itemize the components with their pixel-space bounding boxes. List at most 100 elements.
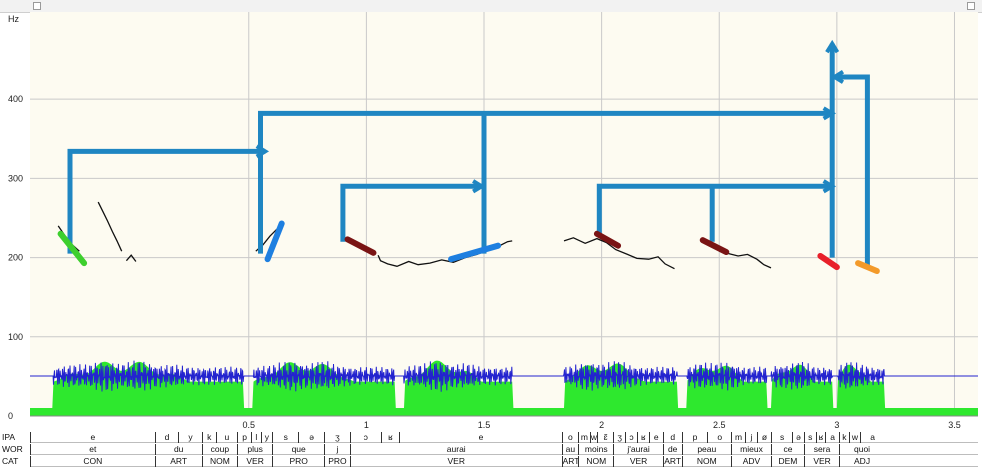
ipa-cell[interactable]: m xyxy=(578,432,590,443)
ipa-cell[interactable]: ʁ xyxy=(815,432,825,443)
cat-cell[interactable]: VER xyxy=(349,456,562,467)
wor-cell[interactable]: coup xyxy=(201,444,237,455)
tier-row-cat[interactable]: CON ART NOM VER PRO PRO VER ART NOM VER ART NOM ADV D… xyxy=(30,456,978,467)
ipa-cell[interactable]: a xyxy=(825,432,839,443)
ipa-cell[interactable]: ə xyxy=(298,432,324,443)
cat-cell[interactable]: VER xyxy=(237,456,272,467)
annotation-arrow xyxy=(340,183,482,242)
cat-cell[interactable]: CON xyxy=(30,456,155,467)
ipa-cell[interactable]: ø xyxy=(756,432,771,443)
ipa-cell[interactable]: u xyxy=(215,432,237,443)
annotation-arrow xyxy=(834,74,870,266)
x-tick-label: 1 xyxy=(364,420,369,430)
stylized-segment-orange xyxy=(855,260,880,275)
ipa-cell[interactable]: o xyxy=(561,432,578,443)
ipa-cell[interactable]: e xyxy=(648,432,663,443)
cat-cell[interactable]: ART xyxy=(662,456,682,467)
cat-cell[interactable]: ART xyxy=(561,456,579,467)
ipa-cell[interactable]: s xyxy=(803,432,816,443)
ipa-cell[interactable]: m xyxy=(731,432,745,443)
tier-label-ipa: IPA xyxy=(2,432,16,442)
ipa-cell[interactable]: d xyxy=(154,432,179,443)
pitch-analysis-plot: Hz 400 300 200 100 0 0.5 1 1.5 2 2.5 3 3.5 xyxy=(8,12,978,430)
ipa-cell[interactable]: a xyxy=(860,432,884,443)
speech-waveform xyxy=(30,360,978,392)
wor-cell[interactable]: de xyxy=(662,444,682,455)
ipa-cell[interactable]: p xyxy=(237,432,251,443)
y-tick-label: 0 xyxy=(8,411,13,421)
ipa-cell[interactable]: ə xyxy=(792,432,804,443)
f0-curve xyxy=(125,254,137,262)
annotation-arrow xyxy=(596,183,833,234)
wor-cell[interactable]: au xyxy=(561,444,578,455)
ipa-cell[interactable]: e xyxy=(30,432,155,443)
stylized-segment-green xyxy=(57,230,88,267)
wor-cell[interactable]: du xyxy=(154,444,202,455)
scroll-start-handle[interactable] xyxy=(33,2,41,10)
x-tick-label: 3 xyxy=(834,420,839,430)
cat-cell[interactable]: ART xyxy=(154,456,202,467)
ipa-cell[interactable]: o xyxy=(707,432,731,443)
ipa-cell[interactable]: s xyxy=(770,432,792,443)
wor-cell[interactable]: ce xyxy=(770,444,804,455)
ipa-cell[interactable]: ɔ xyxy=(349,432,381,443)
ipa-cell[interactable]: ʒ xyxy=(324,432,350,443)
ipa-cell[interactable]: ɛ̃ xyxy=(596,432,613,443)
ipa-cell[interactable]: s xyxy=(272,432,298,443)
ipa-cell[interactable]: ʒ xyxy=(613,432,625,443)
stylized-segment-darkred xyxy=(699,237,730,256)
wor-cell[interactable]: moins xyxy=(578,444,613,455)
stylized-segment-darkred xyxy=(344,236,377,256)
wor-cell[interactable]: et xyxy=(30,444,155,455)
x-tick-label: 1.5 xyxy=(478,420,491,430)
intensity-fill xyxy=(30,360,978,416)
ipa-cell[interactable]: ɔ xyxy=(625,432,637,443)
stylized-segment-darkred xyxy=(593,230,622,249)
ipa-cell[interactable]: d xyxy=(662,432,682,443)
cat-cell[interactable]: DEM xyxy=(770,456,804,467)
cat-cell[interactable]: VER xyxy=(803,456,839,467)
tier-row-wor[interactable]: et du coup plus que j aurai au moins j'aurai de pea… xyxy=(30,444,978,455)
wor-cell[interactable]: quoi xyxy=(839,444,884,455)
wor-cell[interactable]: peau xyxy=(681,444,731,455)
wor-cell[interactable]: j'aurai xyxy=(613,444,662,455)
ipa-cell[interactable]: p xyxy=(681,432,708,443)
ipa-cell[interactable]: w xyxy=(589,432,597,443)
cat-cell[interactable]: NOM xyxy=(578,456,613,467)
x-tick-label: 2.5 xyxy=(713,420,726,430)
cat-cell[interactable]: PRO xyxy=(324,456,350,467)
axes: Hz 400 300 200 100 0 0.5 1 1.5 2 2.5 3 3.5 xyxy=(8,14,961,430)
wor-cell[interactable]: que xyxy=(272,444,324,455)
cat-cell[interactable]: NOM xyxy=(201,456,237,467)
cat-cell[interactable]: PRO xyxy=(272,456,324,467)
wor-cell[interactable]: j xyxy=(324,444,350,455)
y-tick-label: 300 xyxy=(8,173,23,183)
waveform-trace xyxy=(30,360,978,392)
ipa-cell[interactable]: k xyxy=(201,432,216,443)
wor-cell[interactable]: plus xyxy=(237,444,272,455)
stylized-segment-red xyxy=(817,252,840,271)
intensity-envelope xyxy=(30,360,978,416)
scroll-end-handle[interactable] xyxy=(967,2,975,10)
ipa-cell[interactable]: y xyxy=(178,432,202,443)
ipa-cell[interactable]: ʁ xyxy=(380,432,400,443)
y-tick-label: 200 xyxy=(8,253,23,263)
wor-cell[interactable]: mieux xyxy=(731,444,771,455)
ipa-cell[interactable]: j xyxy=(745,432,757,443)
ipa-cell[interactable]: y xyxy=(260,432,273,443)
ipa-cell[interactable]: ʁ xyxy=(636,432,649,443)
cat-cell[interactable]: ADJ xyxy=(839,456,884,467)
ipa-cell[interactable]: e xyxy=(399,432,561,443)
wor-cell[interactable]: aurai xyxy=(349,444,562,455)
cat-cell[interactable]: NOM xyxy=(681,456,731,467)
ipa-cell[interactable]: k xyxy=(839,432,848,443)
cat-cell[interactable]: ADV xyxy=(731,456,771,467)
plot-background xyxy=(30,12,978,416)
ipa-cell[interactable]: w xyxy=(848,432,861,443)
arrow-head xyxy=(825,39,840,54)
cat-cell[interactable]: VER xyxy=(613,456,662,467)
wor-cell[interactable]: sera xyxy=(803,444,839,455)
ipa-cell[interactable]: l xyxy=(251,432,260,443)
y-tick-label: 100 xyxy=(8,332,23,342)
tier-row-ipa[interactable]: e d y k u p l y s ə ʒ ɔ ʁ e o m w ɛ̃ ʒ ɔ ʁ e d p o m j ø s ə s ʁ a k w a xyxy=(30,432,978,443)
